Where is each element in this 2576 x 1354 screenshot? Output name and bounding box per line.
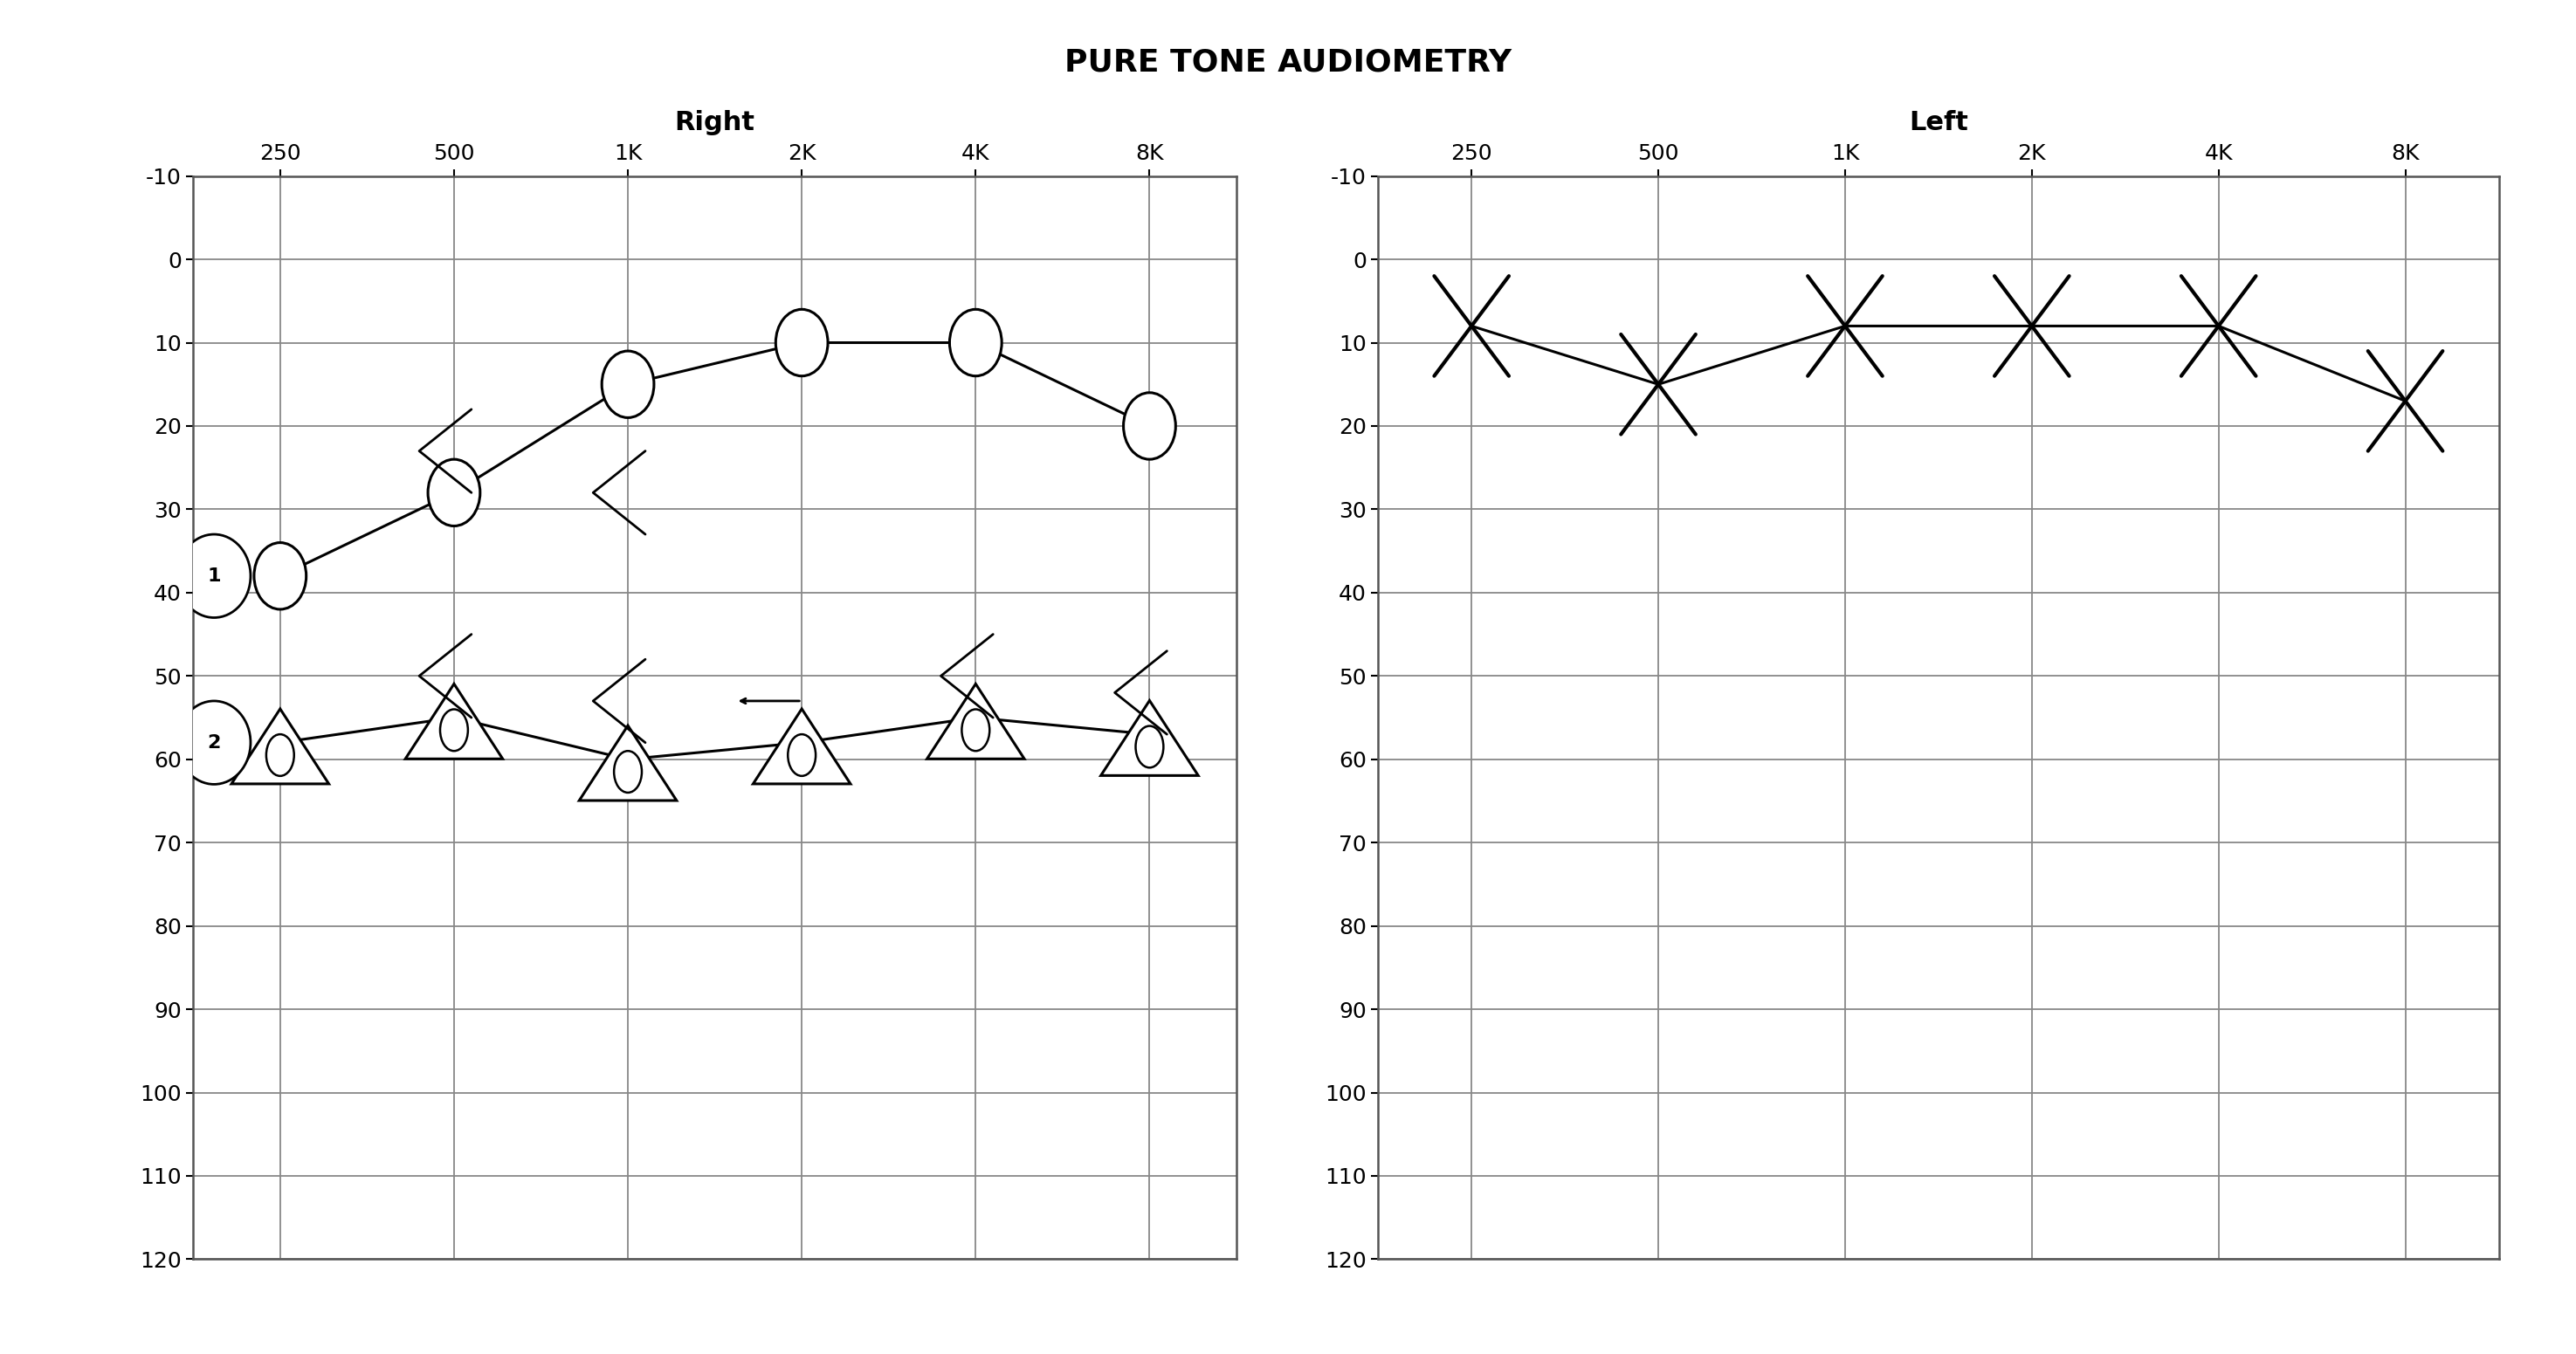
Ellipse shape (178, 701, 250, 784)
Polygon shape (1100, 700, 1198, 776)
Ellipse shape (1136, 726, 1164, 768)
Text: 1: 1 (206, 567, 222, 585)
Ellipse shape (788, 734, 817, 776)
Ellipse shape (775, 309, 827, 376)
Ellipse shape (951, 309, 1002, 376)
Polygon shape (404, 684, 502, 758)
Title: Right: Right (675, 110, 755, 135)
Polygon shape (232, 709, 330, 784)
Ellipse shape (255, 543, 307, 609)
Ellipse shape (613, 751, 641, 792)
Ellipse shape (603, 351, 654, 417)
Polygon shape (580, 726, 677, 800)
Polygon shape (752, 709, 850, 784)
Ellipse shape (440, 709, 469, 751)
Ellipse shape (265, 734, 294, 776)
Title: Left: Left (1909, 110, 1968, 135)
Ellipse shape (178, 535, 250, 617)
Polygon shape (927, 684, 1025, 758)
Ellipse shape (428, 459, 479, 525)
Ellipse shape (1123, 393, 1175, 459)
Text: 2: 2 (206, 734, 222, 751)
Text: PURE TONE AUDIOMETRY: PURE TONE AUDIOMETRY (1064, 47, 1512, 77)
Ellipse shape (961, 709, 989, 751)
